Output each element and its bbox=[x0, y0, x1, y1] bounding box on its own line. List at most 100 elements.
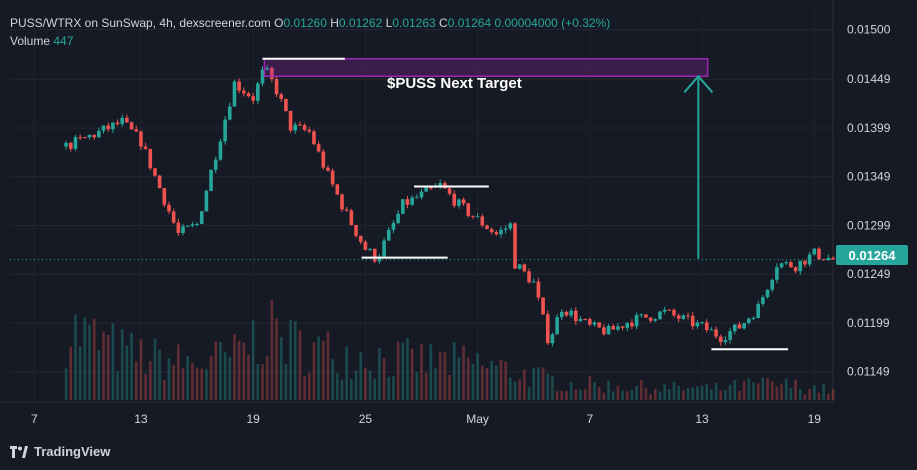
candle-body bbox=[574, 310, 578, 322]
volume-bar bbox=[336, 373, 339, 400]
low-label: L bbox=[385, 16, 393, 30]
volume-bar bbox=[242, 342, 246, 400]
low-value: 0.01263 bbox=[392, 16, 436, 30]
chart-header: PUSS/WTRX on SunSwap, 4h, dexscreener.co… bbox=[10, 16, 610, 30]
volume-bar bbox=[350, 379, 353, 400]
candle-body bbox=[770, 279, 775, 290]
candle-body bbox=[330, 170, 335, 185]
open-label: O bbox=[274, 16, 284, 30]
volume-bar bbox=[770, 381, 774, 400]
candle-body bbox=[564, 311, 569, 316]
candle-body bbox=[793, 267, 798, 272]
candle-body bbox=[485, 225, 489, 230]
candle-body bbox=[578, 318, 583, 322]
volume-bar bbox=[719, 390, 723, 400]
volume-bar bbox=[457, 357, 461, 400]
volume-bar bbox=[560, 390, 564, 400]
x-tick-label: 19 bbox=[246, 412, 260, 426]
candle-body bbox=[213, 159, 218, 170]
candle-body bbox=[662, 309, 667, 312]
volume-bar bbox=[373, 378, 377, 400]
candle-body bbox=[620, 326, 625, 328]
volume-bar bbox=[574, 389, 578, 400]
candle-body bbox=[162, 188, 167, 205]
candle-body bbox=[78, 137, 82, 139]
tradingview-brand[interactable]: TradingView bbox=[10, 444, 110, 459]
volume-bar bbox=[279, 337, 283, 400]
candle-body bbox=[415, 197, 419, 199]
volume-value: 447 bbox=[53, 34, 74, 48]
volume-bar bbox=[247, 354, 250, 400]
x-tick-label: 25 bbox=[359, 412, 373, 426]
volume-bar bbox=[761, 377, 765, 400]
candle-body bbox=[681, 315, 686, 319]
candle-body bbox=[302, 125, 307, 130]
volume-bar bbox=[434, 367, 437, 400]
candle-body bbox=[251, 96, 255, 101]
volume-bar bbox=[710, 389, 713, 400]
candle-body bbox=[101, 125, 106, 131]
candle-body bbox=[400, 199, 405, 214]
candle-body bbox=[438, 183, 443, 186]
volume-bar bbox=[485, 368, 489, 400]
volume-bar bbox=[700, 385, 704, 400]
volume-bar bbox=[130, 332, 133, 400]
volume-bar bbox=[368, 370, 372, 400]
candle-body bbox=[223, 119, 227, 142]
candle-body bbox=[751, 317, 756, 319]
candle-body bbox=[284, 98, 288, 111]
candle-body bbox=[765, 289, 770, 298]
volume-bar bbox=[448, 375, 451, 400]
candle-body bbox=[424, 187, 428, 192]
volume-bar bbox=[181, 368, 185, 400]
candle-body bbox=[634, 315, 639, 327]
candle-body bbox=[709, 329, 714, 331]
x-tick-label: 13 bbox=[134, 412, 148, 426]
volume-bar bbox=[677, 386, 680, 400]
candle-body bbox=[494, 232, 499, 235]
volume-bar bbox=[191, 362, 194, 400]
candle-body bbox=[583, 318, 587, 320]
volume-bar bbox=[579, 389, 582, 400]
candle-body bbox=[714, 329, 718, 337]
candle-body bbox=[461, 199, 466, 204]
candle-body bbox=[630, 322, 634, 327]
candle-body bbox=[569, 310, 573, 316]
volume-bar bbox=[307, 372, 311, 400]
volume-bar bbox=[822, 383, 825, 400]
candle-body bbox=[167, 204, 171, 212]
volume-bar bbox=[625, 391, 629, 400]
volume-bar bbox=[523, 369, 526, 400]
volume-bar bbox=[256, 364, 260, 400]
volume-bar bbox=[270, 300, 274, 400]
volume-bar bbox=[443, 352, 447, 400]
candle-body bbox=[349, 210, 354, 226]
candle-body bbox=[517, 264, 522, 269]
candle-body bbox=[503, 228, 508, 230]
volume-bar bbox=[354, 370, 358, 400]
volume-bar bbox=[658, 391, 662, 400]
y-tick-label: 0.01349 bbox=[847, 170, 891, 184]
candle-body bbox=[134, 129, 139, 132]
volume-bar bbox=[382, 358, 386, 400]
volume-bar bbox=[106, 334, 110, 400]
candle-body bbox=[106, 125, 110, 130]
candle-body bbox=[606, 325, 611, 335]
volume-bar bbox=[831, 389, 835, 400]
candle-body bbox=[559, 311, 564, 318]
high-value: 0.01262 bbox=[338, 16, 383, 30]
target-annotation: $PUSS Next Target bbox=[387, 75, 522, 92]
volume-bar bbox=[607, 380, 610, 400]
candle-body bbox=[457, 199, 461, 206]
volume-bar bbox=[616, 385, 620, 400]
volume-bar bbox=[64, 368, 68, 400]
volume-bar bbox=[153, 338, 157, 400]
volume-bar bbox=[672, 381, 676, 400]
candle-body bbox=[157, 175, 162, 189]
candle-body bbox=[807, 254, 812, 265]
candle-body bbox=[368, 248, 372, 251]
candle-body bbox=[195, 223, 199, 225]
candle-body bbox=[555, 317, 559, 335]
volume-bar bbox=[322, 340, 325, 400]
